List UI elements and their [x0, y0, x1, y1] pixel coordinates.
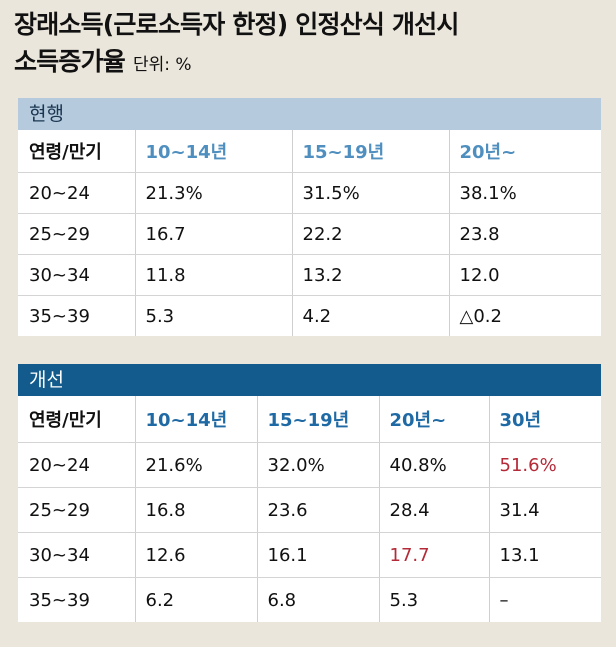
table-row: 25~29 16.7 22.2 23.8 — [18, 213, 601, 255]
table-cell: 23.6 — [256, 487, 379, 533]
row-label: 20~24 — [18, 442, 135, 488]
table-cell: 11.8 — [134, 254, 292, 296]
column-header: 15~19년 — [291, 130, 449, 173]
table-cell: 28.4 — [378, 487, 489, 533]
current-table: 연령/만기 10~14년 15~19년 20년~ 20~24 21.3% 31.… — [18, 130, 601, 336]
table-cell: 6.2 — [134, 577, 257, 622]
table-cell: 31.5% — [291, 172, 449, 214]
row-label: 25~29 — [18, 213, 135, 255]
table-cell: 21.3% — [134, 172, 292, 214]
table-row: 35~39 5.3 4.2 △0.2 — [18, 295, 601, 336]
current-header-row: 연령/만기 10~14년 15~19년 20년~ — [18, 130, 601, 173]
improved-section-title: 개선 — [18, 364, 601, 396]
table-cell: 16.1 — [256, 532, 379, 578]
improved-header-row: 연령/만기 10~14년 15~19년 20년~ 30년 — [18, 396, 601, 443]
table-cell: 5.3 — [378, 577, 489, 622]
table-row: 35~39 6.2 6.8 5.3 – — [18, 577, 601, 622]
improved-table: 연령/만기 10~14년 15~19년 20년~ 30년 20~24 21.6%… — [18, 396, 601, 622]
table-cell: 22.2 — [291, 213, 449, 255]
current-section-title: 현행 — [18, 98, 601, 130]
table-cell: – — [488, 577, 601, 622]
column-header: 20년~ — [378, 396, 489, 443]
row-label: 35~39 — [29, 305, 90, 327]
column-header: 15~19년 — [256, 396, 379, 443]
table-cell: 21.6% — [134, 442, 257, 488]
table-row: 30~34 11.8 13.2 12.0 — [18, 254, 601, 296]
chart-title-block: 장래소득(근로소득자 한정) 인정산식 개선시 소득증가율 단위: % — [14, 8, 606, 82]
column-header: 20년~ — [448, 130, 601, 173]
row-label: 30~34 — [18, 254, 135, 296]
improved-table-section: 개선 연령/만기 10~14년 15~19년 20년~ 30년 20~24 21… — [18, 364, 601, 622]
row-label: 30~34 — [18, 532, 135, 578]
current-table-section: 현행 연령/만기 10~14년 15~19년 20년~ 20~24 21.3% … — [18, 98, 601, 336]
table-cell: △0.2 — [448, 295, 601, 336]
table-cell: 40.8% — [378, 442, 489, 488]
highlighted-cell: 17.7 — [378, 532, 489, 578]
table-cell: 16.7 — [134, 213, 292, 255]
table-cell: 31.4 — [488, 487, 601, 533]
table-cell: 5.3 — [134, 295, 292, 336]
table-cell: 12.0 — [448, 254, 601, 296]
table-row: 20~24 21.6% 32.0% 40.8% 51.6% — [18, 442, 601, 488]
row-label: 35~39 — [29, 589, 90, 611]
row-label: 20~24 — [18, 172, 135, 214]
table-cell: 6.8 — [256, 577, 379, 622]
chart-subtitle-line: 소득증가율 단위: % — [14, 45, 606, 82]
table-row: 25~29 16.8 23.6 28.4 31.4 — [18, 487, 601, 533]
chart-title: 장래소득(근로소득자 한정) 인정산식 개선시 — [14, 10, 459, 39]
table-cell: 32.0% — [256, 442, 379, 488]
table-cell: 12.6 — [134, 532, 257, 578]
corner-header: 연령/만기 — [18, 396, 135, 443]
table-cell: 13.1 — [488, 532, 601, 578]
table-row: 20~24 21.3% 31.5% 38.1% — [18, 172, 601, 214]
column-header: 10~14년 — [134, 130, 292, 173]
column-header: 30년 — [488, 396, 601, 443]
column-header: 10~14년 — [134, 396, 257, 443]
table-cell: 13.2 — [291, 254, 449, 296]
row-label: 25~29 — [18, 487, 135, 533]
table-cell: 4.2 — [291, 295, 449, 336]
corner-header: 연령/만기 — [18, 130, 135, 173]
unit-label: 단위: % — [133, 55, 192, 75]
table-row: 30~34 12.6 16.1 17.7 13.1 — [18, 532, 601, 578]
table-cell: 38.1% — [448, 172, 601, 214]
table-cell: 23.8 — [448, 213, 601, 255]
highlighted-cell: 51.6% — [488, 442, 601, 488]
table-cell: 16.8 — [134, 487, 257, 533]
chart-subtitle: 소득증가율 — [14, 47, 126, 76]
